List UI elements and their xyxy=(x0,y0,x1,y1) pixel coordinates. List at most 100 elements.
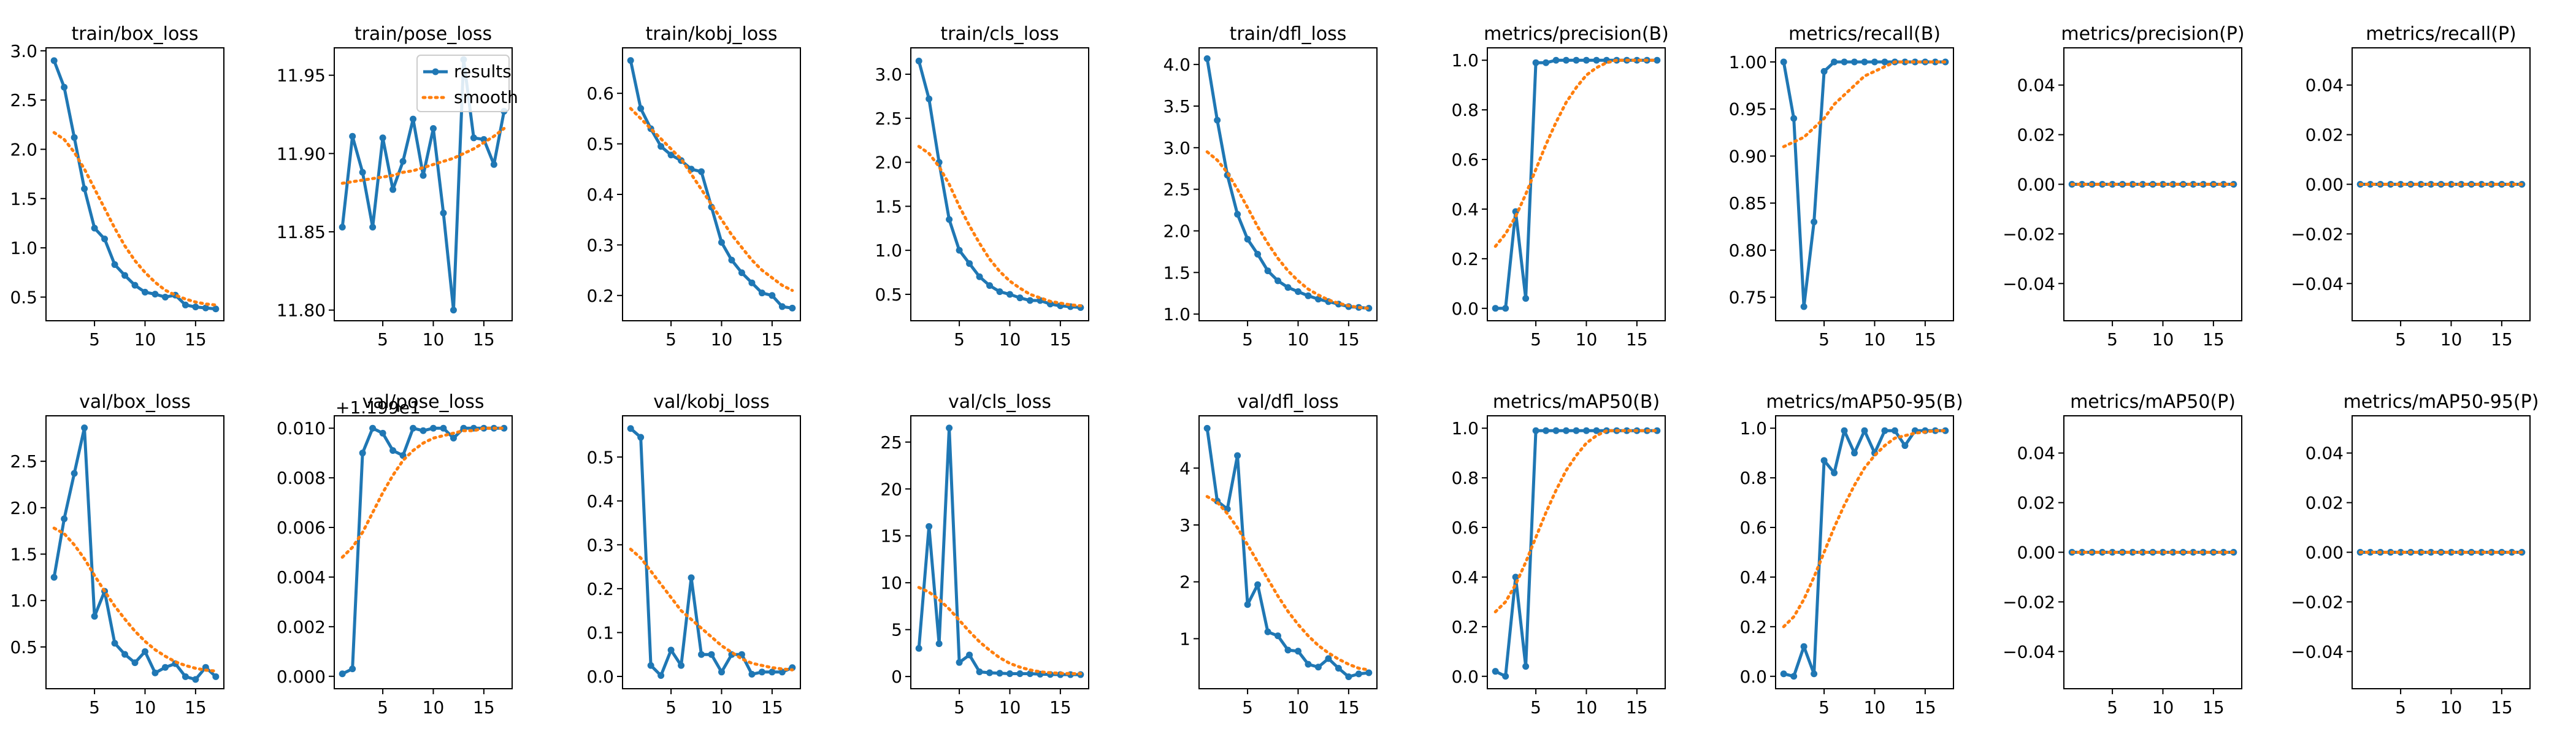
y-tick-label: 0.008 xyxy=(277,468,326,488)
y-tick-label: 0.4 xyxy=(586,185,614,205)
x-tick-label: 15 xyxy=(2202,329,2225,350)
series-smooth-line xyxy=(1205,150,1371,310)
data-point-results xyxy=(1563,427,1570,434)
chart-title: metrics/precision(P) xyxy=(2061,23,2244,45)
y-tick-label: 15 xyxy=(880,526,902,546)
chart-title: train/kobj_loss xyxy=(646,23,778,45)
series-smooth-line xyxy=(1205,495,1371,672)
plot-area xyxy=(1492,56,1661,312)
data-point-results xyxy=(111,261,118,268)
data-point-results xyxy=(1543,427,1550,434)
data-point-results xyxy=(1790,673,1798,680)
data-point-results xyxy=(2508,181,2515,188)
data-point-results xyxy=(1254,581,1262,588)
plot-area xyxy=(339,424,508,678)
series-results-line xyxy=(52,59,217,311)
data-point-results xyxy=(976,668,983,675)
data-point-results xyxy=(966,260,973,267)
data-point-results xyxy=(758,668,765,676)
series-results-line xyxy=(1205,58,1370,310)
data-point-results xyxy=(647,662,654,669)
chart-title: train/box_loss xyxy=(71,23,198,45)
x-tick-label: 15 xyxy=(761,329,783,350)
series-smooth-line xyxy=(1493,429,1659,614)
chart-metrics-map50-b: metrics/mAP50(B) 5 10 15 0.0 0.2 0.4 0.6 0.8 1.0 xyxy=(1451,391,1666,718)
y-tick-label: 0.04 xyxy=(2017,443,2055,464)
data-point-results xyxy=(657,143,665,150)
axes-frame xyxy=(622,415,801,689)
data-point-results xyxy=(1006,291,1013,298)
y-tick-label: 0.000 xyxy=(277,667,326,687)
data-point-results xyxy=(1294,648,1301,655)
plot-area xyxy=(627,425,796,680)
data-point-results xyxy=(359,169,366,176)
plot-area xyxy=(1492,427,1661,680)
y-tick-label: 20 xyxy=(880,479,902,499)
data-point-results xyxy=(121,272,129,279)
x-tick-label: 15 xyxy=(2491,697,2513,718)
data-point-results xyxy=(161,664,169,671)
y-tick-label: 2.0 xyxy=(875,153,902,173)
legend-results-label: results xyxy=(454,61,512,82)
series-smooth-line xyxy=(52,526,218,673)
data-point-results xyxy=(212,305,220,313)
data-point-results xyxy=(1275,277,1282,285)
plot-area xyxy=(2356,549,2526,556)
data-point-results xyxy=(61,515,68,523)
data-point-results xyxy=(369,424,377,432)
x-tick-label: 15 xyxy=(185,697,207,718)
axes-frame xyxy=(622,47,801,321)
chart-train-cls-loss: train/cls_loss 5 10 15 0.5 1.0 1.5 2.0 2.5 3.0 xyxy=(875,23,1089,350)
plot-area xyxy=(915,424,1084,678)
y-tick-label: 0.2 xyxy=(1451,617,1479,637)
x-tick-label: 5 xyxy=(89,329,100,350)
data-point-results xyxy=(915,58,922,65)
x-tick-label: 15 xyxy=(1914,329,1936,350)
chart-title: metrics/mAP50(P) xyxy=(2070,391,2236,413)
series-smooth-line xyxy=(340,126,506,185)
data-point-results xyxy=(121,651,129,658)
data-point-results xyxy=(1492,668,1499,675)
y-tick-label: 11.80 xyxy=(277,301,326,321)
series-smooth-line xyxy=(1493,58,1659,248)
data-point-results xyxy=(1335,665,1342,672)
y-tick-label: 0.0 xyxy=(586,667,614,687)
y-tick-label: −0.04 xyxy=(2003,274,2055,294)
data-point-results xyxy=(2397,549,2404,556)
data-point-results xyxy=(1532,427,1539,434)
series-results-line xyxy=(1205,428,1370,679)
data-point-results xyxy=(1800,303,1807,310)
chart-train-dfl-loss: train/dfl_loss 5 10 15 1.0 1.5 2.0 2.5 3.0 3.5 4.0 xyxy=(1163,23,1378,350)
data-point-results xyxy=(339,670,346,678)
data-point-results xyxy=(349,132,356,140)
data-point-results xyxy=(1026,297,1033,304)
data-point-results xyxy=(698,168,705,175)
y-tick-label: 0.04 xyxy=(2306,443,2344,464)
data-point-results xyxy=(1325,655,1332,662)
data-point-results xyxy=(2220,181,2227,188)
y-tick-label: 2.0 xyxy=(10,139,37,159)
y-tick-label: 0.6 xyxy=(1739,518,1767,538)
x-tick-label: 10 xyxy=(2152,329,2174,350)
data-point-results xyxy=(627,425,634,432)
data-point-results xyxy=(1563,56,1570,64)
series-smooth-line xyxy=(629,107,794,293)
series-smooth-line xyxy=(52,131,218,307)
series-smooth-line xyxy=(340,426,506,559)
x-tick-label: 15 xyxy=(2491,329,2513,350)
data-point-results xyxy=(1573,56,1580,64)
legend-results-marker xyxy=(432,68,439,75)
axes-frame xyxy=(45,47,224,321)
axes-frame xyxy=(1487,415,1666,689)
axes-frame xyxy=(334,47,513,321)
x-tick-label: 5 xyxy=(1530,329,1541,350)
plot-area xyxy=(627,57,796,312)
data-point-results xyxy=(1851,58,1858,66)
chart-title: val/box_loss xyxy=(79,391,191,413)
data-point-results xyxy=(748,670,756,678)
y-tick-label: 1.5 xyxy=(10,189,37,209)
x-tick-label: 15 xyxy=(1338,329,1360,350)
chart-title: val/pose_loss xyxy=(362,391,484,413)
y-tick-label: 0.4 xyxy=(1451,199,1479,220)
data-point-results xyxy=(789,304,796,312)
